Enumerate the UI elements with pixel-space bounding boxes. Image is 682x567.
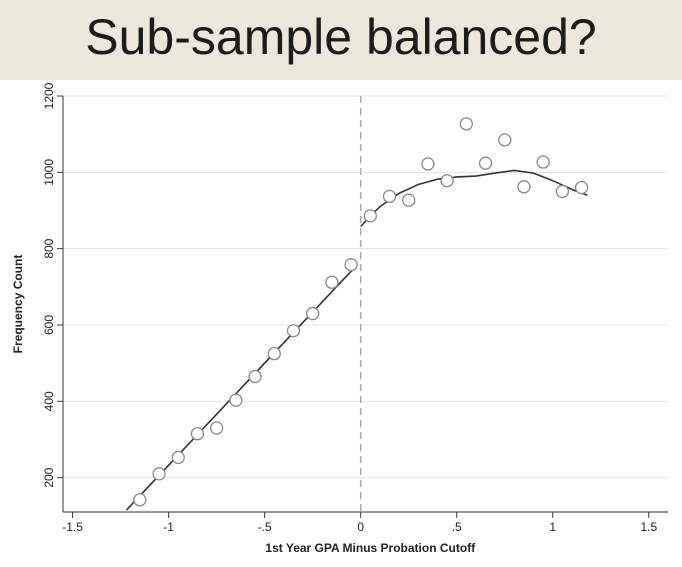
data-point-7 (267, 346, 281, 361)
data-point-15 (421, 157, 435, 171)
x-tick-label-2: -.5 (258, 520, 272, 534)
data-point-10 (325, 275, 339, 289)
data-point-5 (229, 393, 243, 407)
data-point-21 (536, 155, 550, 169)
y-axis-title: Frequency Count (11, 255, 25, 354)
data-point-14 (402, 193, 416, 207)
fit-layer (125, 169, 588, 511)
data-point-9 (306, 306, 320, 321)
x-tick-label-3: 0 (357, 520, 364, 534)
slide-title: Sub-sample balanced? (85, 9, 597, 65)
data-point-0 (133, 493, 147, 507)
y-tick-label-3: 800 (42, 238, 56, 258)
x-tick-label-0: -1.5 (62, 520, 83, 534)
data-point-11 (344, 258, 358, 272)
labels-layer: 200 400 600 800 1000 1200 -1.5 -1 -.5 0 .5 1 1.5 1st … (11, 82, 657, 555)
x-tick-label-6: 1.5 (640, 520, 657, 534)
x-tick-label-5: 1 (549, 520, 556, 534)
y-tick-label-1: 400 (42, 391, 56, 411)
data-point-12 (363, 209, 377, 223)
data-point-13 (382, 189, 397, 204)
fit-line-2 (360, 169, 588, 228)
data-point-1 (152, 467, 166, 481)
x-axis-title: 1st Year GPA Minus Probation Cutoff (265, 541, 476, 555)
y-tick-label-2: 600 (42, 315, 56, 335)
data-point-16 (440, 174, 454, 188)
data-point-19 (498, 133, 512, 147)
title-band (0, 0, 682, 80)
grid-layer (63, 95, 668, 479)
fit-line-1 (125, 264, 358, 511)
y-tick-label-5: 1200 (42, 82, 56, 109)
data-point-23 (574, 180, 589, 195)
y-tick-label-4: 1000 (42, 159, 56, 186)
data-point-4 (210, 421, 224, 435)
data-point-6 (248, 369, 262, 384)
x-tick-label-1: -1 (163, 520, 174, 534)
data-point-22 (555, 184, 570, 199)
data-point-8 (286, 324, 301, 338)
data-point-18 (478, 156, 493, 170)
points-layer (133, 117, 589, 507)
y-tick-label-0: 200 (42, 467, 56, 487)
data-point-20 (517, 180, 531, 194)
axes-layer (57, 95, 668, 518)
x-tick-label-4: .5 (452, 520, 462, 534)
data-point-3 (190, 427, 205, 441)
data-point-17 (459, 117, 473, 131)
data-point-2 (171, 450, 185, 465)
